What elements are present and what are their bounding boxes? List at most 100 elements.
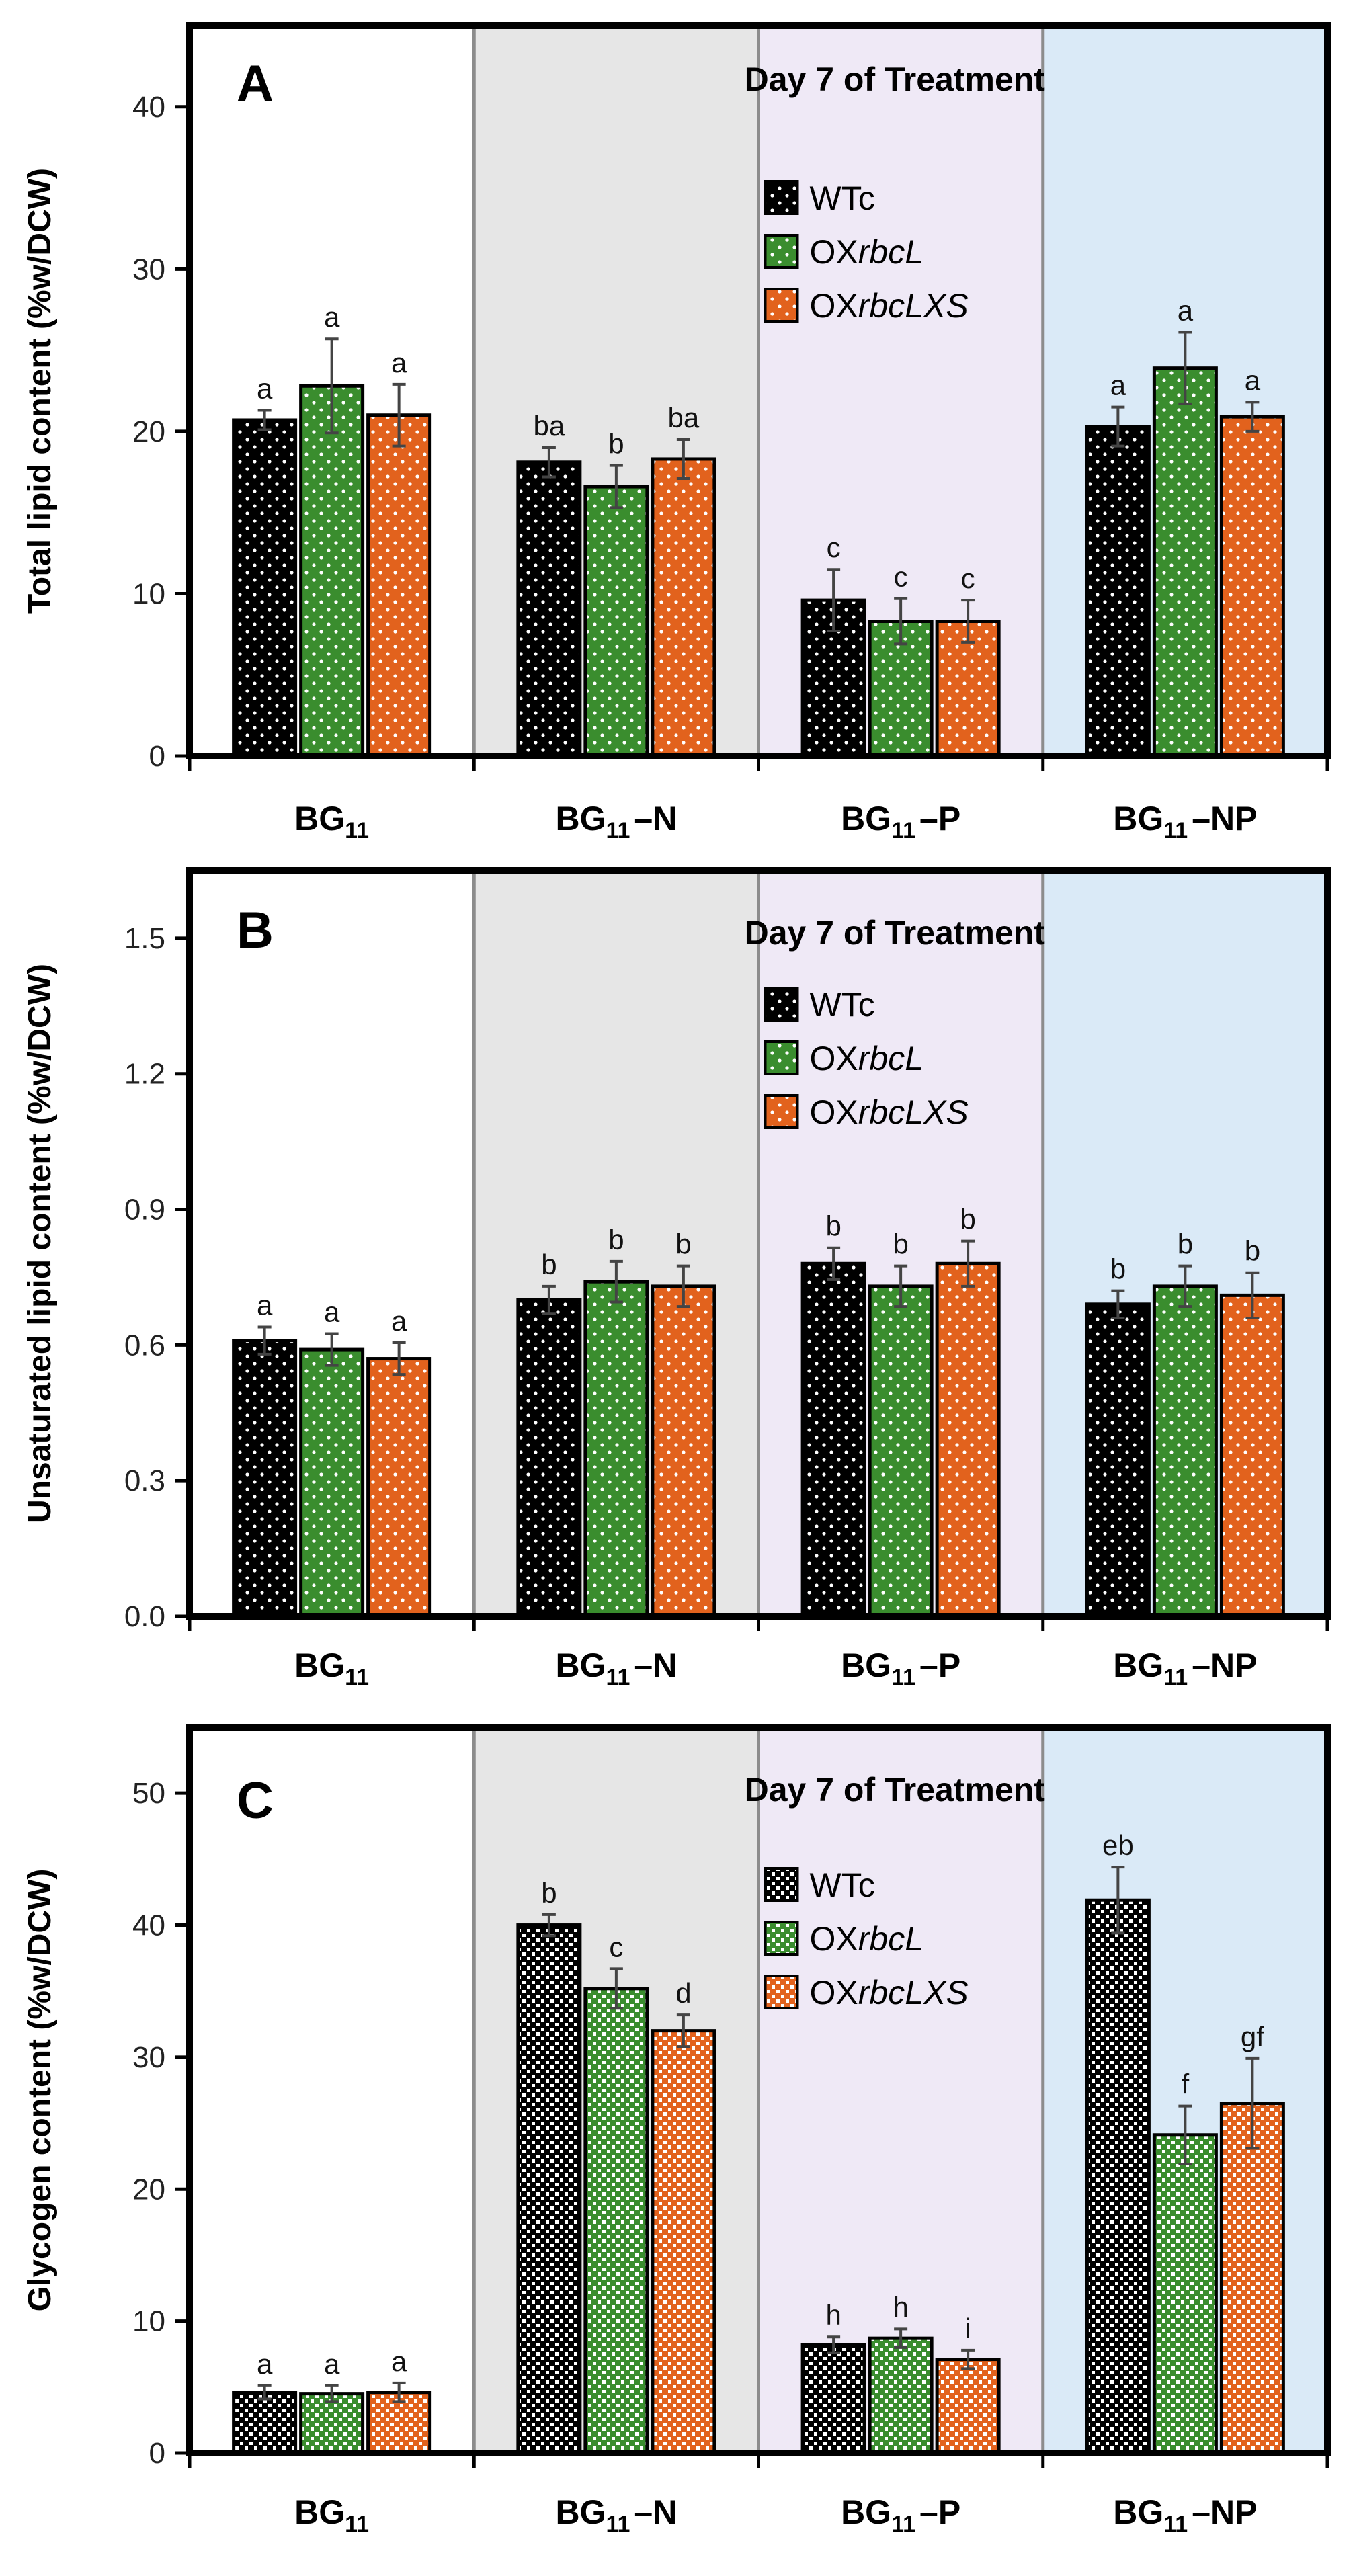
bar xyxy=(800,1261,866,1618)
bar xyxy=(583,485,649,758)
y-tick-label: 10 xyxy=(132,577,165,610)
significance-letter: a xyxy=(257,372,273,404)
bar xyxy=(366,413,432,758)
y-tick-label: 20 xyxy=(132,2173,165,2206)
category-label-suffix: –N xyxy=(634,2493,677,2531)
bar xyxy=(516,460,582,758)
legend-label: OXrbcLXS xyxy=(810,1974,969,2011)
significance-letter: eb xyxy=(1102,1829,1134,1861)
y-tick-label: 1.5 xyxy=(124,922,165,955)
category-label-subscript: 11 xyxy=(606,1665,630,1690)
category-label-base: BG xyxy=(1113,1647,1163,1684)
category-label-base: BG xyxy=(841,800,891,837)
category-label-subscript: 11 xyxy=(1163,818,1188,843)
significance-letter: a xyxy=(1245,364,1261,396)
significance-letter: a xyxy=(1178,295,1194,327)
legend-swatch xyxy=(764,1921,799,1956)
y-tick-label: 0.3 xyxy=(124,1464,165,1497)
category-label: BG11 xyxy=(294,2493,369,2537)
significance-letter: ba xyxy=(668,402,700,433)
category-label-subscript: 11 xyxy=(891,818,915,843)
y-axis-label: Unsaturated lipid content (%w/DCW) xyxy=(22,964,58,1523)
legend-label-italic: rbcL xyxy=(858,1920,923,1958)
y-axis-label: Total lipid content (%w/DCW) xyxy=(22,168,58,614)
category-label-subscript: 11 xyxy=(345,1665,369,1690)
legend-swatch xyxy=(764,987,799,1022)
category-label: BG11 –N xyxy=(555,2493,677,2537)
bar xyxy=(516,1923,582,2455)
significance-letter: a xyxy=(1110,370,1126,401)
category-label-subscript: 11 xyxy=(891,2511,915,2537)
significance-letter: b xyxy=(675,1229,691,1260)
y-tick-label: 0.0 xyxy=(124,1600,165,1633)
legend-label-italic: rbcLXS xyxy=(858,1974,969,2011)
significance-letter: a xyxy=(391,1305,407,1337)
category-label-suffix: –P xyxy=(919,800,960,837)
legend-label-text: OX xyxy=(810,1040,858,1077)
category-label-base: BG xyxy=(555,1647,606,1684)
category-label-suffix: –N xyxy=(634,800,677,837)
legend-label-italic: rbcL xyxy=(858,233,923,271)
significance-letter: b xyxy=(1110,1253,1126,1285)
bar xyxy=(1085,1302,1151,1618)
category-label-base: BG xyxy=(1113,800,1163,837)
significance-letter: b xyxy=(1178,1229,1193,1260)
y-tick-label: 20 xyxy=(132,415,165,448)
category-label-suffix: –P xyxy=(919,2493,960,2531)
significance-letter: b xyxy=(1245,1235,1260,1267)
legend-label-italic: rbcLXS xyxy=(858,287,969,325)
significance-letter: h xyxy=(825,2299,841,2331)
legend-label-text: WTc xyxy=(810,1866,875,1904)
category-label: BG11 –P xyxy=(841,800,960,843)
significance-letter: i xyxy=(964,2313,971,2344)
category-label-base: BG xyxy=(294,1647,345,1684)
bar xyxy=(1219,1293,1285,1618)
category-label-base: BG xyxy=(841,1647,891,1684)
bar xyxy=(651,2029,716,2455)
bar xyxy=(299,384,365,758)
significance-letter: a xyxy=(391,347,407,378)
significance-letter: a xyxy=(324,1296,340,1328)
category-label-suffix: –P xyxy=(919,1647,960,1684)
y-tick-label: 0 xyxy=(149,740,165,773)
bar xyxy=(232,1339,298,1618)
significance-letter: b xyxy=(541,1877,557,1909)
category-label-suffix: –NP xyxy=(1192,800,1257,837)
category-label: BG11 –N xyxy=(555,800,677,843)
y-tick-label: 30 xyxy=(132,253,165,286)
legend-label-text: WTc xyxy=(810,986,875,1024)
category-label-base: BG xyxy=(841,2493,891,2531)
legend-swatch xyxy=(764,180,799,215)
y-tick-label: 0.6 xyxy=(124,1329,165,1362)
significance-letter: c xyxy=(609,1931,623,1962)
significance-letter: b xyxy=(893,1229,908,1260)
category-label-subscript: 11 xyxy=(891,1665,915,1690)
significance-letter: b xyxy=(608,428,624,460)
significance-letter: h xyxy=(893,2291,908,2323)
legend-label: OXrbcL xyxy=(810,1040,924,1077)
legend-label-text: OX xyxy=(810,1920,858,1958)
bar xyxy=(583,1987,649,2455)
bar xyxy=(1085,425,1151,758)
bar xyxy=(800,2343,866,2455)
category-label-suffix: –NP xyxy=(1192,1647,1257,1684)
legend-label: OXrbcL xyxy=(810,233,924,271)
bar xyxy=(232,418,298,758)
significance-letter: ba xyxy=(534,410,565,442)
bar xyxy=(935,1261,1001,1618)
legend-label-text: OX xyxy=(810,1093,858,1131)
category-label: BG11 xyxy=(294,1647,369,1690)
bar xyxy=(1085,1898,1151,2455)
bar xyxy=(1219,2102,1285,2455)
panel-title: Day 7 of Treatment xyxy=(745,1771,1046,1809)
significance-letter: d xyxy=(675,1977,691,2009)
significance-letter: a xyxy=(324,301,340,333)
bar xyxy=(651,457,716,758)
panel-title: Day 7 of Treatment xyxy=(745,60,1046,98)
category-label: BG11 –P xyxy=(841,1647,960,1690)
bar xyxy=(868,2336,934,2455)
category-label: BG11 –NP xyxy=(1113,2493,1257,2537)
chart-panel-c: a b h eb a c h f a d i gf 0 10 20 30 40 50 Glycogen conten… xyxy=(22,1724,1331,2537)
category-label-subscript: 11 xyxy=(345,818,369,843)
significance-letter: c xyxy=(961,563,975,594)
